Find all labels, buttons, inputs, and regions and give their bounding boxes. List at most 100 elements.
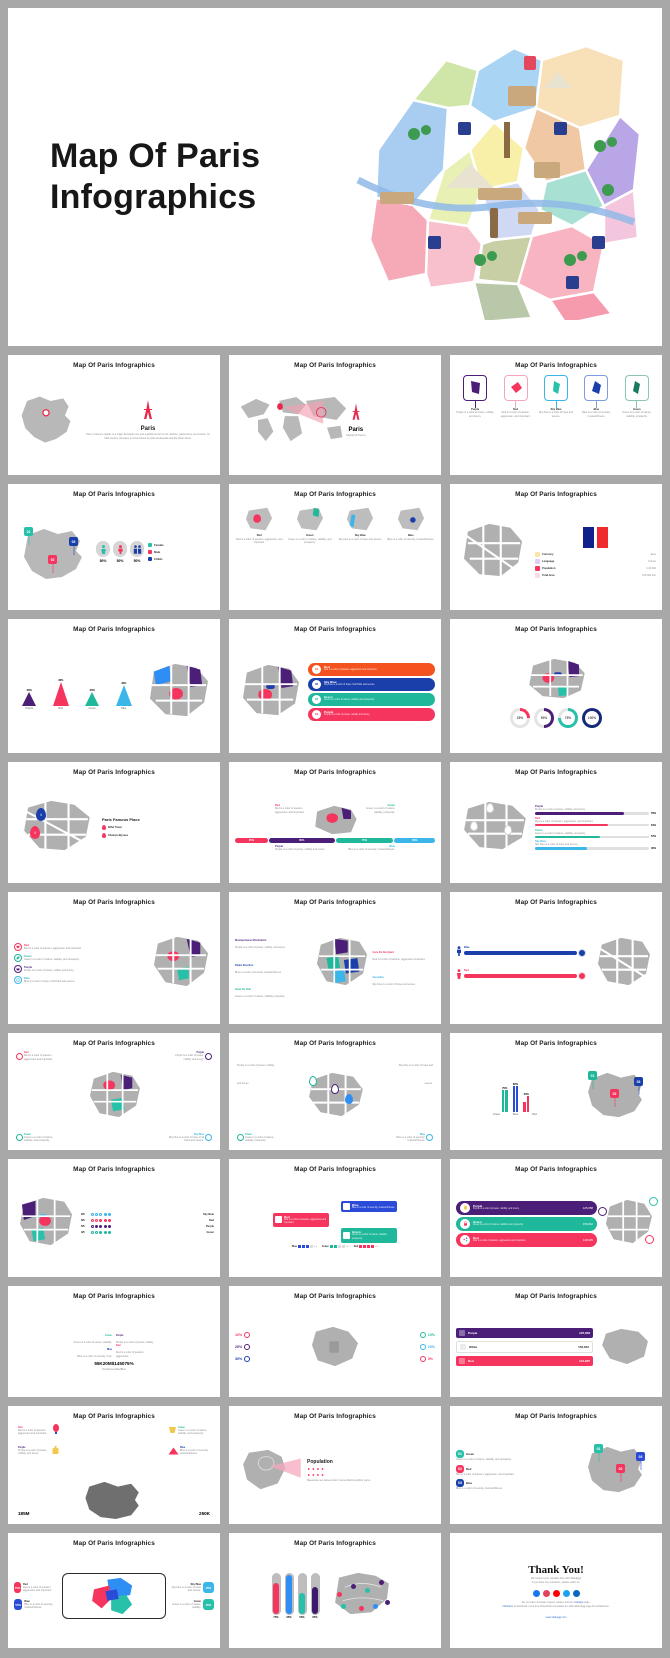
slide-thumbnail-15[interactable]: Map Of Paris Infographics Blue Red xyxy=(450,891,662,1025)
numbered-banner[interactable]: 01 Red Red is a color of passion, aggress… xyxy=(308,662,435,676)
slide-thumbnail-13[interactable]: Map Of Paris Infographics Red Red is a co… xyxy=(8,891,220,1025)
map-pin[interactable]: 03 xyxy=(69,537,78,547)
mini-map-item[interactable]: Blue Blue is a color of serenity, trustw… xyxy=(387,505,436,542)
slide-thumbnail-1[interactable]: Map Of Paris Infographics Paris Paris, F… xyxy=(8,355,220,475)
percent-item[interactable]: 3% xyxy=(419,1356,435,1363)
facebook-icon[interactable] xyxy=(532,1589,540,1597)
info-pin-icon[interactable]: i xyxy=(30,826,40,840)
map-pin[interactable]: 01 xyxy=(24,527,33,537)
map-pin[interactable]: 02 xyxy=(616,1464,625,1474)
district-card[interactable]: Green Green is a color of nature, stabil… xyxy=(618,375,656,418)
slide-thumbnail-23[interactable]: Map Of Paris Infographics 10% 20% 30% 10… xyxy=(229,1286,441,1397)
district-card[interactable]: Red Red is a color of passion, aggressio… xyxy=(496,375,534,418)
legend-item[interactable]: Purple Purple is a color of power, nobili… xyxy=(14,964,143,973)
slide-thumbnail-25[interactable]: Map Of Paris Infographics Red Red is a co… xyxy=(8,1405,220,1525)
legend-item[interactable]: Gare De Nordyard Red is a color of passio… xyxy=(372,951,426,962)
value-bar[interactable]: Purple 125,658 xyxy=(456,1328,593,1339)
slide-thumbnail-12[interactable]: Map Of Paris Infographics Purple Purple i… xyxy=(450,761,662,883)
slide-thumbnail-29[interactable]: Map Of Paris Infographics 75% 95% 50% 65… xyxy=(229,1533,441,1648)
map-pin[interactable]: 03 xyxy=(634,1077,643,1087)
slide-thumbnail-11[interactable]: Map Of Paris Infographics Red Red is a co… xyxy=(229,761,441,883)
slide-thumbnail-18[interactable]: Map Of Paris Infographics 70% 80% 30% Gr… xyxy=(450,1033,662,1150)
percent-item[interactable]: 10% xyxy=(235,1332,251,1339)
slide-thumbnail-8[interactable]: Map Of Paris Infographics 01 Red Red is a… xyxy=(229,619,441,753)
district-card[interactable]: Purple Purple is a color of power, nobil… xyxy=(456,375,494,418)
mini-map-item[interactable]: Green Green is a color of nature, stabil… xyxy=(286,505,335,545)
site-url[interactable]: www.slideegg.com xyxy=(545,1616,567,1620)
slide-thumbnail-6[interactable]: Map Of Paris Infographics Currency Euro L… xyxy=(450,483,662,611)
value-bar[interactable]: White 156,842 xyxy=(456,1341,593,1354)
value-pill[interactable]: Purple Purple is a color of power, nobili… xyxy=(456,1200,597,1215)
callout-box[interactable]: Blue Blue is a color of serenity, trustwo… xyxy=(341,1200,397,1212)
gender-bar-item[interactable]: Blue xyxy=(456,943,586,961)
map-pin[interactable]: 02 xyxy=(48,555,57,565)
twitter-icon[interactable] xyxy=(562,1589,570,1597)
famous-place-item[interactable]: Champs-Elysees xyxy=(102,833,214,839)
youtube-icon[interactable] xyxy=(552,1589,560,1597)
slide-thumbnail-14[interactable]: Map Of Paris Infographics Montparnasse M… xyxy=(229,891,441,1025)
slide-thumbnail-5[interactable]: Map Of Paris Infographics Red Red is a c… xyxy=(229,483,441,611)
icon-stat[interactable]: Red Red is a color of passion, aggression… xyxy=(18,1422,60,1440)
square-legend-item[interactable]: Green Green is a color of nature, stabili… xyxy=(168,1599,214,1611)
numbered-item[interactable]: 01 Green Green is a color of nature, stabi… xyxy=(456,1450,512,1462)
map-pin[interactable]: 01 xyxy=(588,1071,597,1081)
legend-item[interactable]: Palais Bourbon Blue is a color of serenit… xyxy=(235,963,282,974)
slide-thumbnail-20[interactable]: Map Of Paris Infographics Blue Blue is a … xyxy=(229,1158,441,1278)
value-bar[interactable]: Red 144,625 xyxy=(456,1356,593,1367)
slide-thumbnail-30[interactable]: Thank You! We respect your valuable time… xyxy=(450,1533,662,1648)
pin-legend-item[interactable]: Purple is a color of power, nobility and… xyxy=(237,1064,275,1086)
gender-bar-item[interactable]: Red xyxy=(456,966,586,984)
slide-thumbnail-28[interactable]: Map Of Paris Infographics 75% Red Red is a… xyxy=(8,1533,220,1648)
icon-stat[interactable]: Green Green is a color of nature, stabili… xyxy=(168,1422,210,1440)
percent-item[interactable]: 10% xyxy=(419,1332,435,1339)
slide-thumbnail-9[interactable]: Map Of Paris Infographics 25% 50% 75% 10… xyxy=(450,619,662,753)
legend-item[interactable]: Green Green is a color of nature, stabili… xyxy=(14,953,143,962)
mini-map-item[interactable]: Red Red is a color of passion, aggressio… xyxy=(235,505,284,545)
pin-legend-item[interactable]: Blue Blue is a color of serenity, trustwo… xyxy=(391,1133,433,1143)
stat-item[interactable]: Green Green is a color of nature, stabili… xyxy=(73,1333,112,1344)
district-card[interactable]: Sky Blue Sky blue is a color of hope and… xyxy=(537,375,575,418)
slide-thumbnail-22[interactable]: Map Of Paris Infographics Purple Purple i… xyxy=(8,1286,220,1397)
percent-item[interactable]: 30% xyxy=(235,1356,251,1363)
pin-legend-item[interactable]: Green Green is a color of nature, stabili… xyxy=(237,1133,279,1143)
map-pin[interactable]: 01 xyxy=(594,1444,603,1454)
numbered-item[interactable]: 03 Blue Blue is a color of serenity, trust… xyxy=(456,1479,503,1491)
hero-slide[interactable]: Map Of Paris Infographics xyxy=(8,8,662,346)
slide-thumbnail-17[interactable]: Map Of Paris Infographics Purple is a co… xyxy=(229,1033,441,1150)
percent-item[interactable]: 20% xyxy=(235,1344,251,1351)
legend-item[interactable]: Versailles Sky blue is a color of hope an… xyxy=(372,975,416,986)
slide-thumbnail-27[interactable]: Map Of Paris Infographics 01 Green Green i… xyxy=(450,1405,662,1525)
famous-place-item[interactable]: Eiffel Tower xyxy=(102,825,214,831)
slide-thumbnail-24[interactable]: Map Of Paris Infographics Purple 125,658… xyxy=(450,1286,662,1397)
legend-item[interactable]: Blue Blue is a color of hope of all Paris… xyxy=(14,975,143,984)
slide-thumbnail-21[interactable]: Map Of Paris Infographics Purple Purple i… xyxy=(450,1158,662,1278)
redesign-link[interactable]: redesign xyxy=(573,1600,584,1604)
icon-stat[interactable]: Blue Blue is a color of serenity, trustwo… xyxy=(168,1442,210,1460)
value-pill[interactable]: Green Green is a color of nature, stabili… xyxy=(456,1216,597,1231)
numbered-item[interactable]: 02 Red Red is a color of passion, aggressi… xyxy=(456,1464,515,1476)
slide-thumbnail-16[interactable]: Map Of Paris Infographics Red Red is a co… xyxy=(8,1033,220,1150)
pin-legend-item[interactable]: Sky blue is a color of hope and serene. xyxy=(398,1064,433,1086)
stat-item[interactable]: Blue Blue is a color of serenity, trust. xyxy=(77,1348,112,1359)
click-here-link[interactable]: Clickhere xyxy=(502,1605,513,1609)
district-card[interactable]: Blue Blue is a color of serenity, trustw… xyxy=(577,375,615,418)
percent-item[interactable]: 20% xyxy=(419,1344,435,1351)
callout-box[interactable]: Red Red is a color of passion, aggression… xyxy=(273,1212,329,1228)
numbered-banner[interactable]: 03 Green Green is a color of nature, stab… xyxy=(308,692,435,706)
slide-thumbnail-26[interactable]: Map Of Paris Infographics Population ☻☻☻… xyxy=(229,1405,441,1525)
legend-item[interactable]: Red Red is a color of passion, aggression… xyxy=(14,942,143,951)
slide-thumbnail-19[interactable]: Map Of Paris Infographics 2/5 Sky Blue xyxy=(8,1158,220,1278)
icon-stat[interactable]: Purple Purple is a color of power, nobili… xyxy=(18,1442,60,1460)
corner-legend-item[interactable]: Red Red is a color of passion, aggression… xyxy=(16,1051,60,1061)
legend-item[interactable]: Hotel De Ville Green is a color of nature… xyxy=(235,988,286,999)
legend-item[interactable]: Montparnasse Montmartre Purple is a color… xyxy=(235,938,286,949)
square-legend-item[interactable]: 75% Red Red is a color of passion, aggress… xyxy=(14,1582,52,1594)
corner-legend-item[interactable]: Purple Purple is a color of power, nobili… xyxy=(168,1051,212,1061)
square-legend-item[interactable]: Sky Blue Sky blue is a color of hope and … xyxy=(168,1582,214,1594)
info-pin-icon[interactable]: i xyxy=(36,808,46,822)
map-pin[interactable]: 02 xyxy=(610,1089,619,1099)
callout-box[interactable]: Green Green is a color of nature, stabili… xyxy=(341,1228,397,1243)
slide-thumbnail-4[interactable]: Map Of Paris Infographics 01 02 03 50% xyxy=(8,483,220,611)
instagram-icon[interactable] xyxy=(542,1589,550,1597)
mini-map-item[interactable]: Sky Blue Sky blue is a color of hope and… xyxy=(336,505,385,542)
